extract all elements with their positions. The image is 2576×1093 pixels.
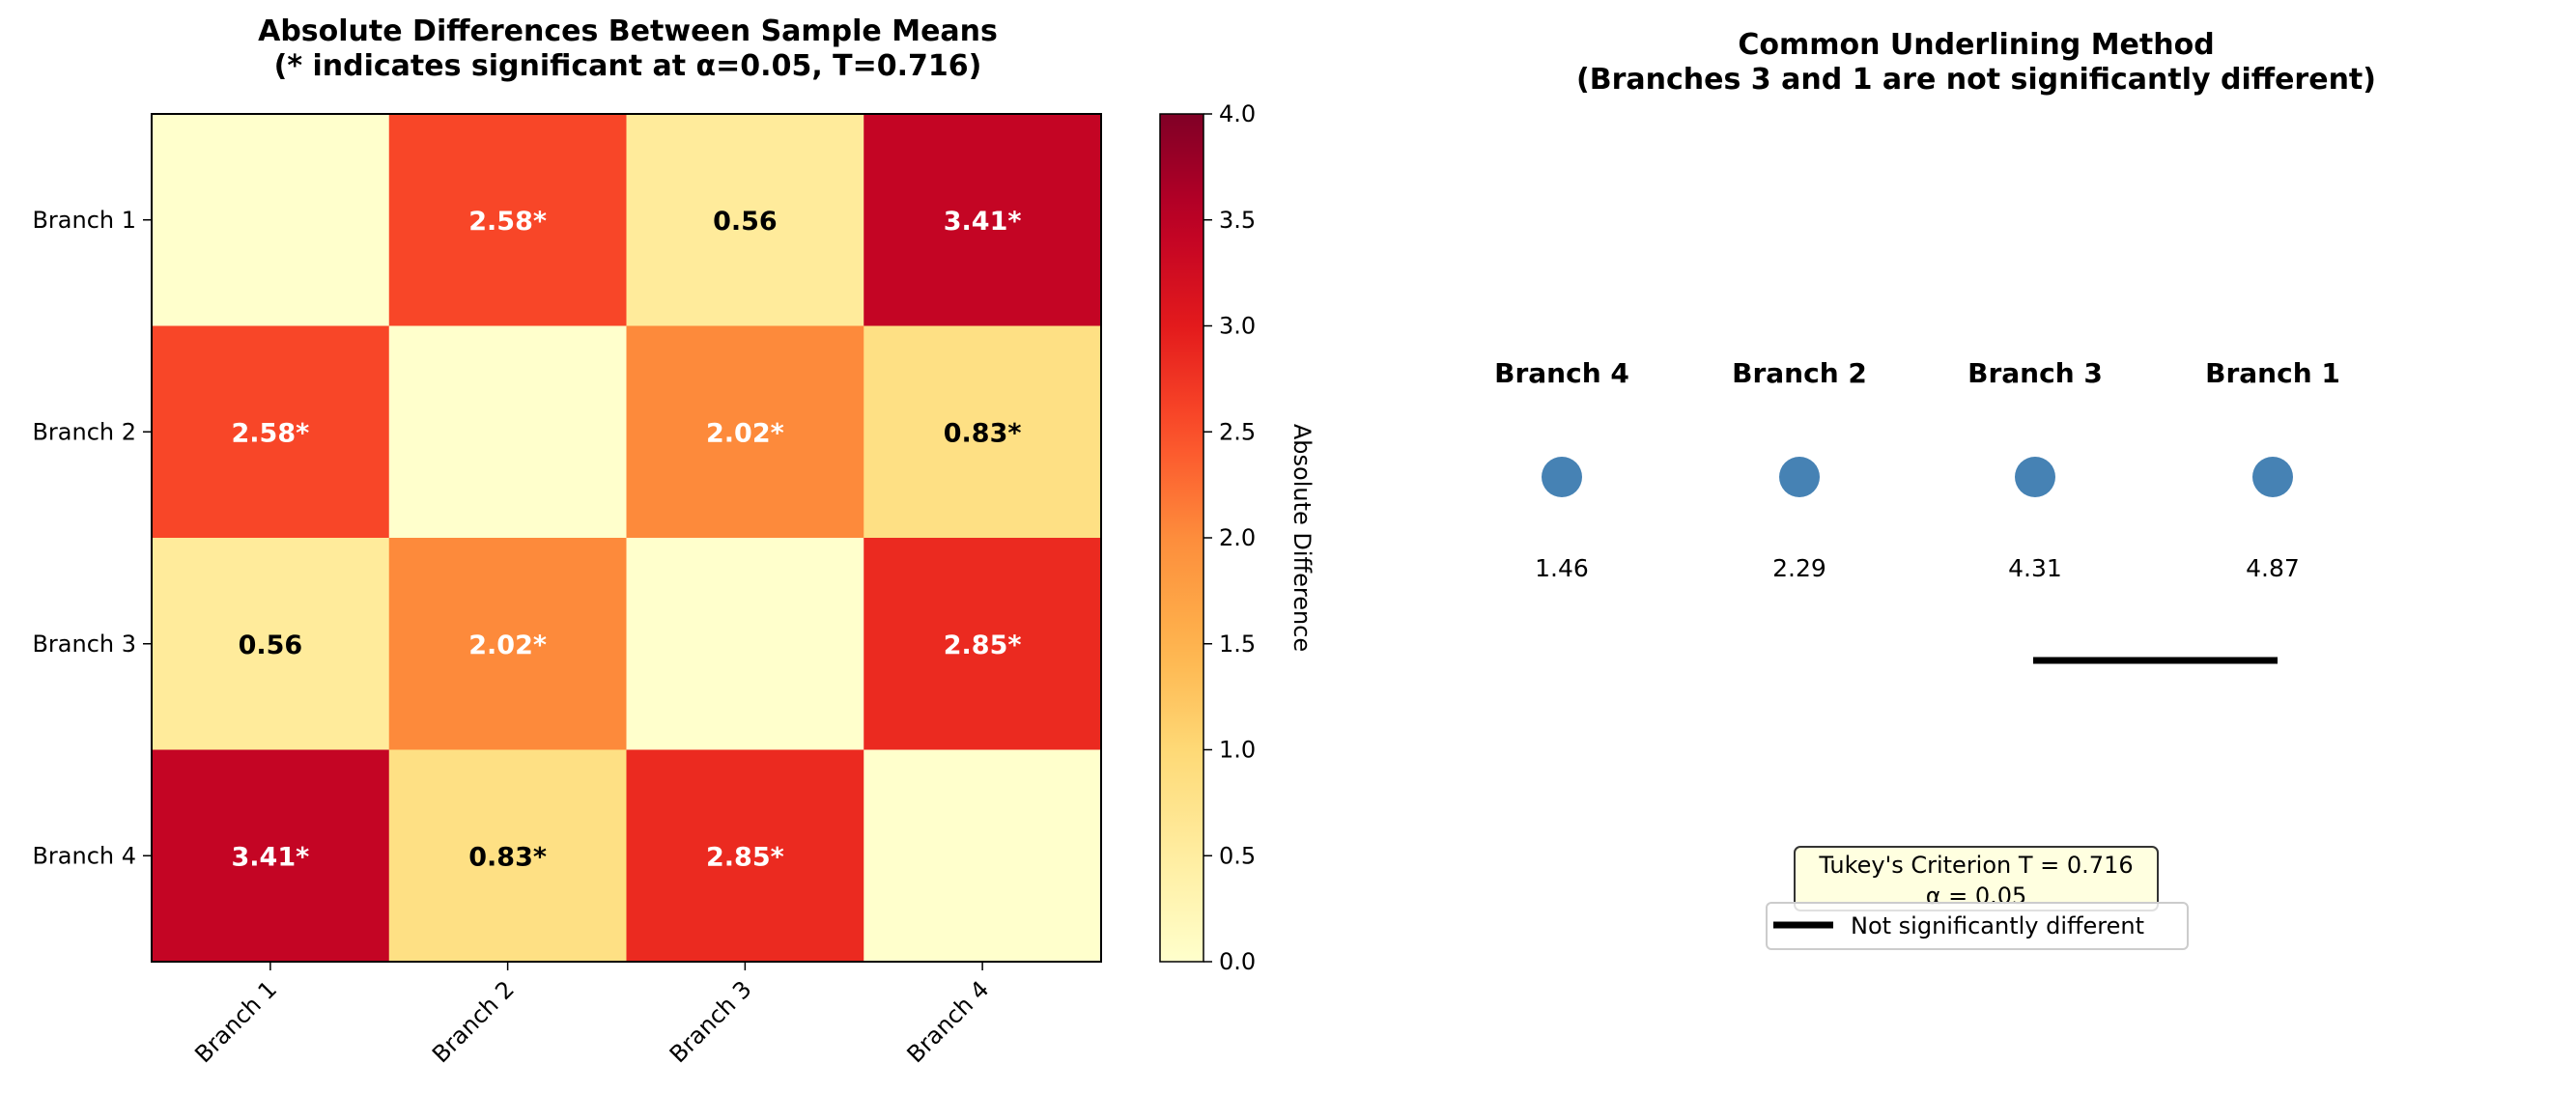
x-tick-label: Branch 1 [189,975,282,1068]
colorbar-ticks: 0.0 0.5 1.0 1.5 2.0 2.5 3.0 3.5 4.0 [1203,100,1256,975]
heatmap-cells: 2.58* 0.56 3.41* 2.58* 2.02* 0.83* 0.56 2.02* 2.… [152,114,1102,963]
x-tick-label: Branch 4 [902,975,995,1068]
cell-annotation: 2.02* [468,631,547,660]
group-label: Branch 4 [1494,357,1629,389]
heatmap-cell [863,538,1102,750]
heatmap-cell [388,114,627,326]
heatmap-cell [388,538,627,750]
y-tick-label: Branch 2 [32,418,136,445]
cell-annotation: 3.41* [232,842,310,872]
group-mean-value: 4.87 [2246,554,2300,582]
heatmap-title: Absolute Differences Between Sample Mean… [258,14,998,48]
heatmap-cell [152,538,390,750]
heatmap-cell [626,538,864,750]
y-tick-label: Branch 4 [32,842,136,869]
heatmap-frame [151,113,1102,963]
group-label: Branch 2 [1732,357,1867,389]
colorbar-tick-label: 2.0 [1219,524,1256,551]
cell-annotation: 0.83* [468,842,547,872]
colorbar-tick-label: 3.0 [1219,313,1256,340]
group-mean-marker [1542,457,1582,497]
y-tick-label: Branch 1 [32,207,136,234]
group-mean-value: 2.29 [1772,554,1826,582]
colorbar-tick-label: 1.5 [1219,631,1256,658]
legend-frame [1766,902,2189,950]
group-label: Branch 1 [2205,357,2340,389]
cell-annotation: 2.02* [706,418,784,448]
colorbar-tick-label: 0.5 [1219,842,1256,869]
heatmap-cell [863,325,1102,539]
group-means: Branch 4 1.46 Branch 2 2.29 Branch 3 4.31 Bran… [1494,357,2340,582]
cell-annotation: 0.56 [713,207,778,237]
x-tick-label: Branch 2 [427,975,520,1068]
heatmap-panel: Absolute Differences Between Sample Mean… [32,14,1316,1068]
heatmap-cell [388,749,627,963]
cell-annotation: 2.85* [706,842,784,872]
group-mean-value: 4.31 [2008,554,2062,582]
info-box-criterion: Tukey's Criterion T = 0.716 [1818,852,2133,879]
x-tick-label: Branch 3 [665,975,757,1068]
y-tick-label: Branch 3 [32,631,136,658]
colorbar-label: Absolute Difference [1288,424,1316,652]
underlining-title: Common Underlining Method [1738,28,2214,62]
colorbar [1159,113,1204,963]
heatmap-cell [626,114,864,326]
colorbar-tick-label: 0.0 [1219,948,1256,975]
heatmap-subtitle: (* indicates significant at α=0.05, T=0.… [274,49,982,83]
underlining-panel: Common Underlining Method (Branches 3 an… [1494,28,2376,950]
underlining-subtitle: (Branches 3 and 1 are not significantly … [1576,63,2376,97]
heatmap-cell [388,325,627,539]
colorbar-tick-label: 2.5 [1219,418,1256,445]
heatmap-cell [152,749,390,963]
heatmap-cell [626,325,864,539]
legend: Not significantly different [1766,902,2189,950]
cell-annotation: 0.56 [239,631,303,660]
group-label: Branch 3 [1967,357,2103,389]
heatmap-cell [863,749,1102,963]
group-mean-marker [2252,457,2293,497]
heatmap-cell [152,114,390,326]
heatmap-cell [152,325,390,539]
info-box: Tukey's Criterion T = 0.716 α = 0.05 [1794,846,2159,911]
cell-annotation: 2.58* [232,418,310,448]
cell-annotation: 3.41* [944,207,1022,237]
heatmap-cell [626,749,864,963]
cell-annotation: 2.58* [468,207,547,237]
cell-annotation: 2.85* [944,631,1022,660]
colorbar-tick-label: 3.5 [1219,207,1256,234]
heatmap-cell [863,114,1102,326]
legend-label: Not significantly different [1851,912,2144,939]
group-mean-marker [1779,457,1820,497]
group-mean-value: 1.46 [1535,554,1589,582]
cell-annotation: 0.83* [944,418,1022,448]
colorbar-tick-label: 4.0 [1219,100,1256,127]
group-mean-marker [2015,457,2055,497]
colorbar-tick-label: 1.0 [1219,737,1256,764]
